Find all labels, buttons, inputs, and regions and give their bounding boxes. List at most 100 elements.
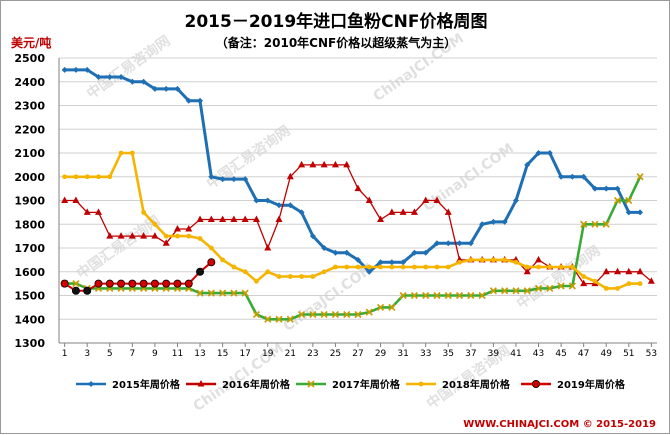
series-line: [64, 176, 642, 321]
data-point: [196, 215, 204, 222]
series-layer: [60, 66, 655, 323]
data-point: [230, 289, 238, 297]
footer-copyright: WWW.CHINAJCI.COM © 2015-2019: [463, 419, 656, 430]
legend-swatch-marker: [307, 380, 315, 388]
data-point: [343, 249, 350, 256]
data-point: [399, 208, 407, 215]
data-point: [468, 257, 474, 263]
x-tick-label: 21: [285, 349, 296, 359]
data-point: [287, 202, 294, 209]
data-point: [117, 279, 126, 288]
data-point: [399, 291, 407, 300]
data-point: [467, 291, 475, 300]
data-point: [320, 160, 328, 168]
data-point: [242, 176, 249, 183]
data-point: [636, 173, 644, 181]
x-tick-label: 3: [84, 349, 90, 359]
data-point: [163, 233, 169, 239]
series-4: [62, 150, 643, 291]
data-point: [331, 310, 339, 319]
data-point: [524, 264, 530, 270]
data-point: [196, 289, 204, 297]
data-point: [614, 267, 622, 275]
y-tick-label: 1400: [14, 313, 45, 326]
data-point: [580, 279, 588, 287]
data-point: [455, 291, 464, 300]
data-point: [253, 197, 260, 204]
data-point: [536, 264, 541, 270]
legend-item: 2017年周价格: [296, 378, 401, 391]
data-point: [174, 85, 181, 92]
data-point: [410, 208, 418, 215]
data-point: [129, 150, 135, 156]
data-point: [72, 66, 79, 73]
data-point: [343, 310, 351, 319]
data-point: [501, 287, 509, 295]
data-point: [252, 215, 260, 222]
data-point: [444, 291, 452, 300]
data-point: [106, 232, 114, 239]
data-point: [185, 97, 192, 104]
data-point: [61, 66, 68, 73]
x-tick-label: 5: [107, 349, 113, 359]
data-point: [286, 172, 294, 180]
data-point: [185, 225, 193, 232]
x-tick-label: 7: [129, 349, 135, 359]
data-point: [569, 264, 575, 270]
data-point: [388, 208, 396, 215]
legend-label: 2016年周价格: [222, 378, 291, 391]
data-point: [388, 259, 395, 266]
data-point: [287, 274, 293, 279]
data-point: [220, 257, 226, 263]
data-point: [84, 66, 91, 73]
data-point: [479, 257, 485, 263]
data-point: [523, 267, 531, 275]
data-point: [614, 185, 621, 192]
data-point: [378, 264, 383, 270]
data-point: [354, 184, 362, 192]
data-point: [252, 310, 261, 319]
data-point: [241, 289, 249, 297]
x-tick-label: 13: [194, 349, 205, 359]
data-point: [434, 264, 440, 270]
legend-item: 2015年周价格: [76, 378, 181, 391]
data-point: [534, 284, 543, 292]
data-point: [275, 215, 283, 222]
x-tick-label: 23: [307, 349, 318, 359]
data-point: [321, 269, 327, 275]
data-point: [602, 267, 610, 275]
data-point: [62, 174, 68, 180]
data-point: [479, 221, 486, 228]
data-point: [535, 255, 543, 263]
legend-label: 2017年周价格: [332, 378, 401, 391]
data-point: [276, 202, 283, 209]
legend-label: 2018年周价格: [442, 378, 511, 391]
data-point: [558, 173, 565, 180]
data-point: [163, 85, 170, 92]
data-point: [400, 259, 407, 266]
data-point: [344, 264, 350, 270]
data-point: [197, 236, 203, 241]
data-point: [83, 208, 91, 215]
y-tick-label: 1900: [14, 195, 45, 208]
data-point: [139, 279, 148, 288]
y-tick-label: 2100: [14, 147, 45, 160]
data-point: [152, 221, 158, 227]
data-point: [331, 160, 339, 168]
legend-item: 2019年周价格: [521, 378, 626, 391]
data-point: [332, 249, 339, 256]
data-point: [231, 264, 237, 270]
data-point: [105, 279, 114, 288]
data-point: [591, 220, 599, 228]
data-point: [254, 278, 259, 284]
data-point: [467, 240, 474, 247]
data-point: [558, 264, 564, 270]
data-point: [581, 274, 587, 279]
data-point: [299, 274, 304, 279]
data-point: [512, 197, 519, 204]
data-point: [625, 267, 633, 275]
data-point: [264, 197, 271, 204]
watermark-text: 中国汇易咨询网: [203, 122, 293, 192]
data-point: [73, 174, 79, 180]
data-point: [568, 282, 576, 290]
